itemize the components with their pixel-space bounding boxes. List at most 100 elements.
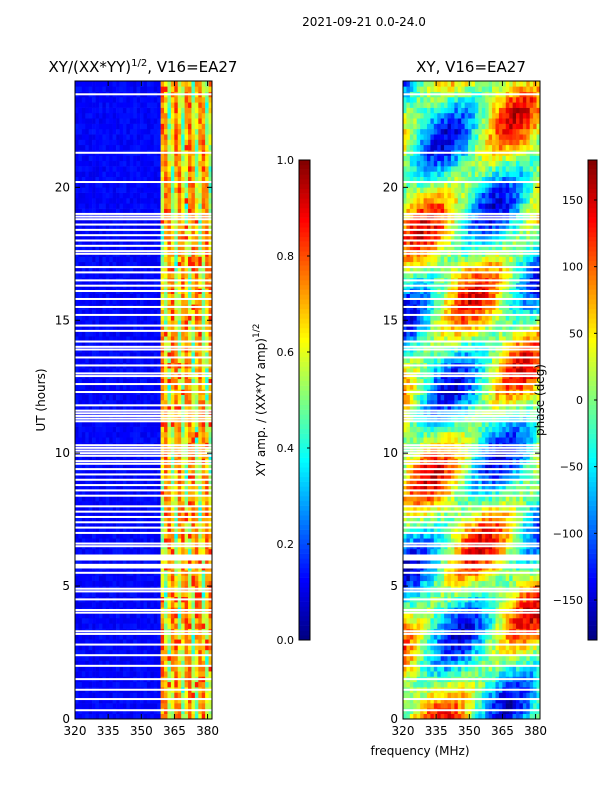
heatmap-cell [202,575,206,581]
heatmap-cell [78,623,82,629]
heatmap-cell [106,256,110,262]
heatmap-cell [96,427,100,433]
heatmap-cell [144,618,148,624]
heatmap-cell [89,86,93,92]
heatmap-cell [140,97,144,103]
heatmap-cell [198,575,202,581]
heatmap-cell [157,139,161,145]
heatmap-cell [171,437,175,443]
heatmap-cell [102,86,106,92]
heatmap-cell [123,134,127,140]
heatmap-cell [191,193,195,199]
heatmap-cell [126,395,130,401]
heatmap-cell [102,549,106,555]
heatmap-cell [116,124,120,130]
heatmap-cell [99,193,103,199]
heatmap-cell [99,581,103,587]
heatmap-cell [147,203,151,209]
colorbar-segment [299,496,310,501]
heatmap-cell [96,198,100,204]
heatmap-cell [167,602,171,608]
heatmap-cell [161,171,165,177]
heatmap-cell [120,549,124,555]
heatmap-cell [102,129,106,135]
heatmap-cell [178,124,182,130]
heatmap-cell [75,671,79,677]
heatmap-cell [137,682,141,688]
heatmap-cell [144,437,148,443]
heatmap-cell [85,618,89,624]
heatmap-cell [96,97,100,103]
heatmap-cell [181,118,185,124]
heatmap-cell [178,81,182,87]
flagged-time-gap [75,279,212,281]
heatmap-cell [188,166,192,172]
heatmap-cell [85,581,89,587]
y-tick-label: 10 [55,446,70,460]
heatmap-cell [178,102,182,108]
heatmap-cell [126,97,130,103]
heatmap-cell [185,256,189,262]
heatmap-cell [205,602,209,608]
heatmap-cell [92,166,96,172]
heatmap-cell [99,81,103,87]
heatmap-cell [120,124,124,130]
flagged-time-gap [75,383,212,385]
heatmap-cell [109,714,113,720]
heatmap-cell [198,166,202,172]
heatmap-cell [191,432,195,438]
heatmap-cell [191,203,195,209]
colorbar-segment [299,573,310,578]
heatmap-cell [92,134,96,140]
colorbar-segment [299,544,310,549]
heatmap-cell [82,682,86,688]
heatmap-cell [195,102,199,108]
heatmap-cell [130,549,134,555]
heatmap-cell [140,113,144,119]
heatmap-cell [167,166,171,172]
heatmap-cell [85,256,89,262]
heatmap-cell [198,618,202,624]
flagged-time-gap [75,633,212,635]
heatmap-cell [157,549,161,555]
heatmap-cell [195,602,199,608]
heatmap-cell [205,581,209,587]
heatmap-cell [174,549,178,555]
heatmap-cell [154,139,158,145]
heatmap-cell [167,161,171,167]
colorbar-segment [299,462,310,467]
heatmap-cell [89,97,93,103]
heatmap-cell [109,171,113,177]
heatmap-cell [185,134,189,140]
heatmap-cell [102,427,106,433]
heatmap-cell [116,549,120,555]
heatmap-cell [161,671,165,677]
heatmap-cell [78,145,82,151]
flagged-time-gap [75,152,212,154]
heatmap-cell [188,139,192,145]
heatmap-cell [133,703,137,709]
heatmap-cell [96,145,100,151]
heatmap-cell [99,161,103,167]
flagged-time-gap [75,404,212,406]
heatmap-cell [89,193,93,199]
heatmap-cell [89,437,93,443]
heatmap-cell [178,581,182,587]
heatmap-cell [178,139,182,145]
heatmap-cell [133,102,137,108]
heatmap-cell [161,549,165,555]
heatmap-cell [205,256,209,262]
heatmap-cell [161,703,165,709]
heatmap-cell [96,581,100,587]
heatmap-cell [85,432,89,438]
heatmap-cell [78,427,82,433]
heatmap-cell [178,134,182,140]
heatmap-cell [78,198,82,204]
heatmap-cell [123,427,127,433]
flagged-time-gap [75,489,212,491]
heatmap-cell [89,198,93,204]
flagged-time-gap [75,266,212,268]
heatmap-cell [185,549,189,555]
heatmap-cell [154,166,158,172]
colorbar-segment [299,266,310,271]
